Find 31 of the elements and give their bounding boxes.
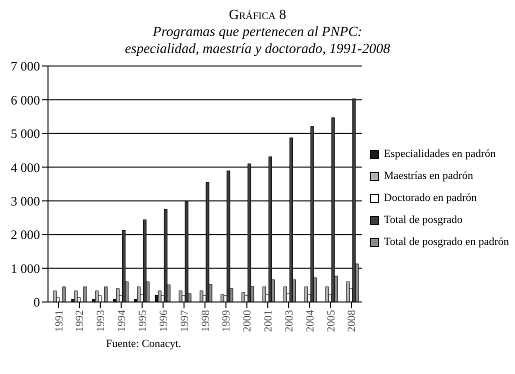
legend-label: Maestrías en padrón [384, 170, 474, 182]
x-tick-label: 2000 [242, 310, 254, 332]
chart-title: Gráfica 8 [228, 8, 288, 24]
legend-label: Doctorado en padrón [384, 192, 477, 204]
x-tick-label: 1993 [95, 310, 108, 332]
y-tick-label: 2 000 [10, 227, 40, 242]
x-tick-label: 1999 [220, 310, 233, 332]
x-tick-label: 2008 [346, 310, 358, 332]
legend-label: Especialidades en padrón [384, 148, 496, 160]
x-tick-label: 2001 [262, 310, 275, 332]
y-tick-label: 5 000 [10, 126, 40, 142]
x-tick-label: 2005 [325, 310, 338, 332]
chart-subtitle: Programas que pertenecen al PNPC: especialidad, maestría y doctorado, 1991-2008 [124, 24, 392, 58]
y-tick-label: 6 000 [10, 92, 40, 108]
x-tick-label: 1996 [158, 310, 170, 332]
y-tick-label: 3 000 [10, 193, 40, 208]
x-tick-label: 2003 [283, 310, 296, 332]
x-tick-label: 1994 [116, 310, 128, 332]
x-tick-label: 2004 [304, 310, 316, 332]
y-tick-label: 1 000 [10, 260, 40, 276]
y-tick-label: 0 [34, 294, 40, 310]
legend-label: Total de posgrado [384, 214, 463, 226]
x-tick-label: 1992 [74, 310, 86, 332]
x-tick-label: 1995 [136, 310, 149, 332]
legend-label: Total de posgrado en padrón [384, 236, 509, 248]
source-note: Fuente: Conacyt. [106, 338, 182, 350]
x-tick-label: 1997 [178, 310, 191, 332]
x-tick-label: 1998 [200, 310, 212, 332]
y-tick-label: 4 000 [10, 160, 40, 175]
x-tick-label: 1991 [53, 310, 66, 332]
y-tick-label: 7 000 [10, 58, 40, 74]
